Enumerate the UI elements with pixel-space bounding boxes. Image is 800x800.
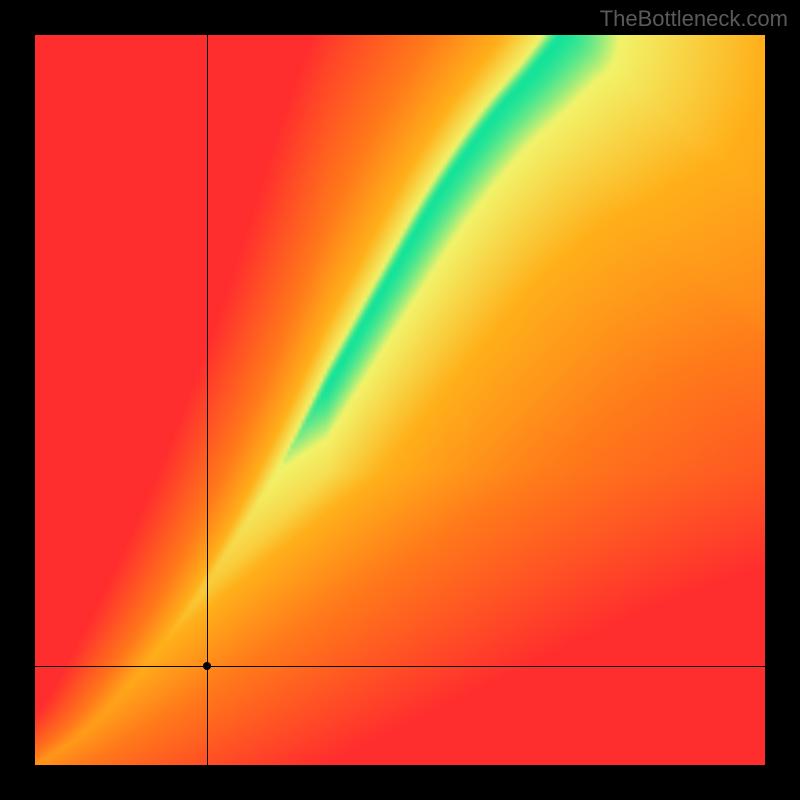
crosshair-vertical: [207, 35, 208, 765]
heatmap-canvas: [35, 35, 765, 765]
chart-container: TheBottleneck.com: [0, 0, 800, 800]
watermark-text: TheBottleneck.com: [600, 6, 788, 32]
crosshair-point: [203, 662, 211, 670]
crosshair-horizontal: [35, 666, 765, 667]
